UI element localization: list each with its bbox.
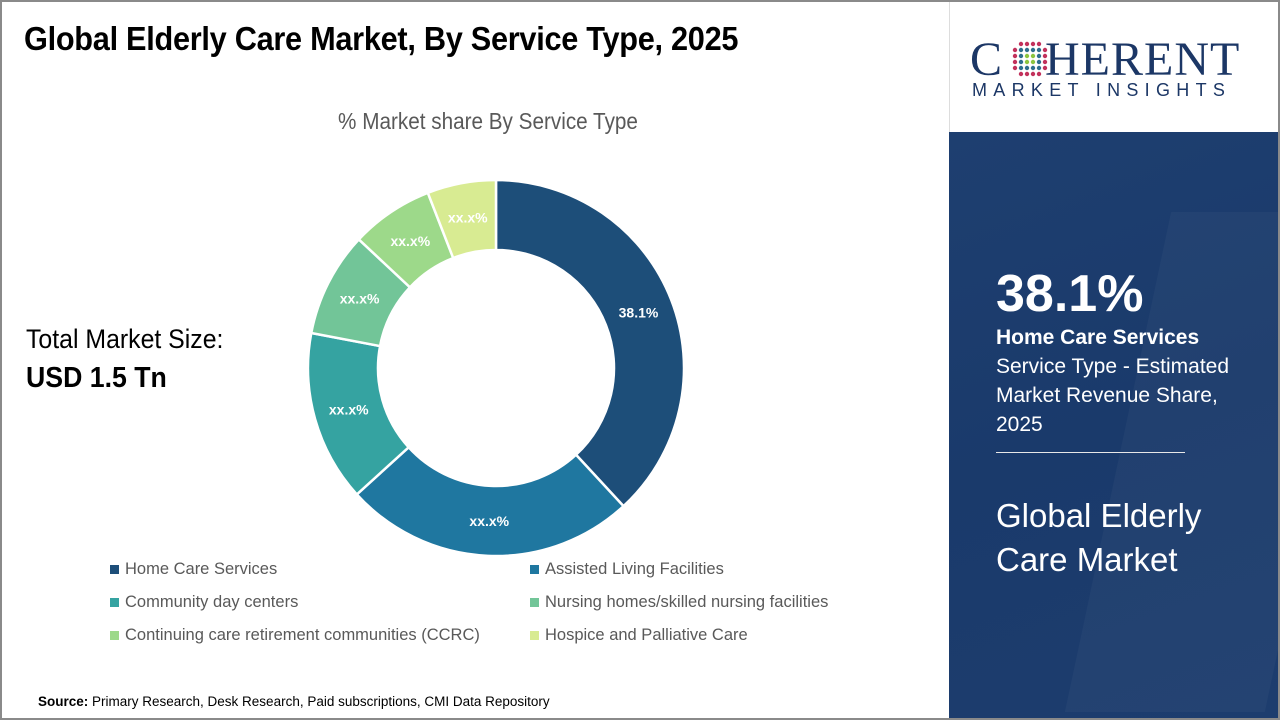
donut-slice-hospice-and-palliative-care (426, 178, 498, 260)
legend-label: Continuing care retirement communities (… (125, 626, 480, 644)
legend-label: Nursing homes/skilled nursing facilities (545, 593, 829, 611)
legend-swatch (530, 565, 539, 574)
globe-dot (1030, 65, 1036, 71)
globe-dot (1018, 47, 1024, 53)
legend-label: Home Care Services (125, 560, 278, 578)
total-market-size-value: USD 1.5 Tn (26, 362, 167, 394)
globe-dot (1018, 65, 1024, 71)
legend-item: Continuing care retirement communities (… (110, 626, 480, 645)
globe-dot (1036, 59, 1042, 65)
globe-dot (1024, 53, 1030, 59)
logo-word-suffix: HERENT (1045, 33, 1241, 86)
globe-dot (1030, 59, 1036, 65)
legend-swatch (110, 631, 119, 640)
donut-chart: 38.1% xx.x% xx.x% xx.x% xx.x% xx.x% (306, 178, 686, 558)
globe-dot (1042, 59, 1048, 65)
legend-label: Assisted Living Facilities (545, 560, 724, 578)
legend-swatch (530, 631, 539, 640)
globe-dot (1018, 53, 1024, 59)
globe-dot (1036, 47, 1042, 53)
slice-data-label: xx.x% (340, 291, 380, 307)
source-note: Source: Primary Research, Desk Research,… (38, 694, 550, 709)
source-prefix: Source: (38, 694, 89, 709)
donut-slice-assisted-living-facilities (355, 445, 626, 558)
slice-data-label: xx.x% (329, 402, 369, 418)
legend-item: Hospice and Palliative Care (530, 626, 748, 645)
globe-dot (1012, 59, 1018, 65)
globe-dots-icon (1012, 41, 1048, 77)
highlight-stat-label: Home Care Services (996, 326, 1200, 349)
slice-data-label: xx.x% (469, 513, 509, 529)
slice-data-label: xx.x% (448, 210, 488, 226)
slice-data-label: 38.1% (619, 304, 659, 320)
globe-dot (1024, 59, 1030, 65)
globe-dot (1042, 53, 1048, 59)
highlight-panel: 38.1% Home Care Services Service Type - … (949, 132, 1278, 718)
globe-dot (1030, 47, 1036, 53)
globe-dot (1036, 53, 1042, 59)
panel-divider (996, 452, 1185, 453)
brand-logo: C HERENT MARKET INSIGHTS (949, 2, 1278, 132)
globe-dot (1030, 53, 1036, 59)
panel-market-title: Global Elderly Care Market (996, 497, 1202, 578)
logo-letter-c: C (970, 33, 1004, 86)
logo-wordmark: C HERENT (970, 32, 1240, 87)
highlight-stat-description: Service Type - Estimated Market Revenue … (996, 355, 1230, 436)
legend-swatch (110, 565, 119, 574)
total-market-size-label: Total Market Size: (26, 324, 224, 354)
slice-data-label: xx.x% (390, 233, 430, 249)
globe-dot (1024, 41, 1030, 47)
globe-dot (1012, 65, 1018, 71)
globe-dot (1036, 41, 1042, 47)
legend-item: Nursing homes/skilled nursing facilities (530, 593, 828, 612)
globe-dot (1024, 65, 1030, 71)
globe-dot (1024, 71, 1030, 77)
highlight-stat-value: 38.1% (996, 265, 1144, 323)
legend-swatch (110, 598, 119, 607)
legend-item: Home Care Services (110, 560, 277, 579)
globe-dot (1036, 65, 1042, 71)
legend-item: Community day centers (110, 593, 298, 612)
globe-dot (1018, 41, 1024, 47)
globe-dot (1042, 65, 1048, 71)
globe-dot (1030, 71, 1036, 77)
globe-dot (1018, 59, 1024, 65)
globe-dot (1012, 47, 1018, 53)
chart-title: % Market share By Service Type (338, 108, 638, 134)
page-title: Global Elderly Care Market, By Service T… (24, 20, 739, 57)
donut-slice-home-care-services (494, 178, 686, 508)
source-text: Primary Research, Desk Research, Paid su… (88, 694, 550, 709)
globe-dot (1024, 47, 1030, 53)
globe-dot (1030, 41, 1036, 47)
globe-dot (1042, 47, 1048, 53)
logo-subtitle: MARKET INSIGHTS (972, 80, 1232, 100)
legend-swatch (530, 598, 539, 607)
globe-dot (1036, 71, 1042, 77)
legend-label: Community day centers (125, 593, 299, 611)
legend-label: Hospice and Palliative Care (545, 626, 748, 644)
globe-dot (1018, 71, 1024, 77)
globe-dot (1012, 53, 1018, 59)
legend-item: Assisted Living Facilities (530, 560, 724, 579)
